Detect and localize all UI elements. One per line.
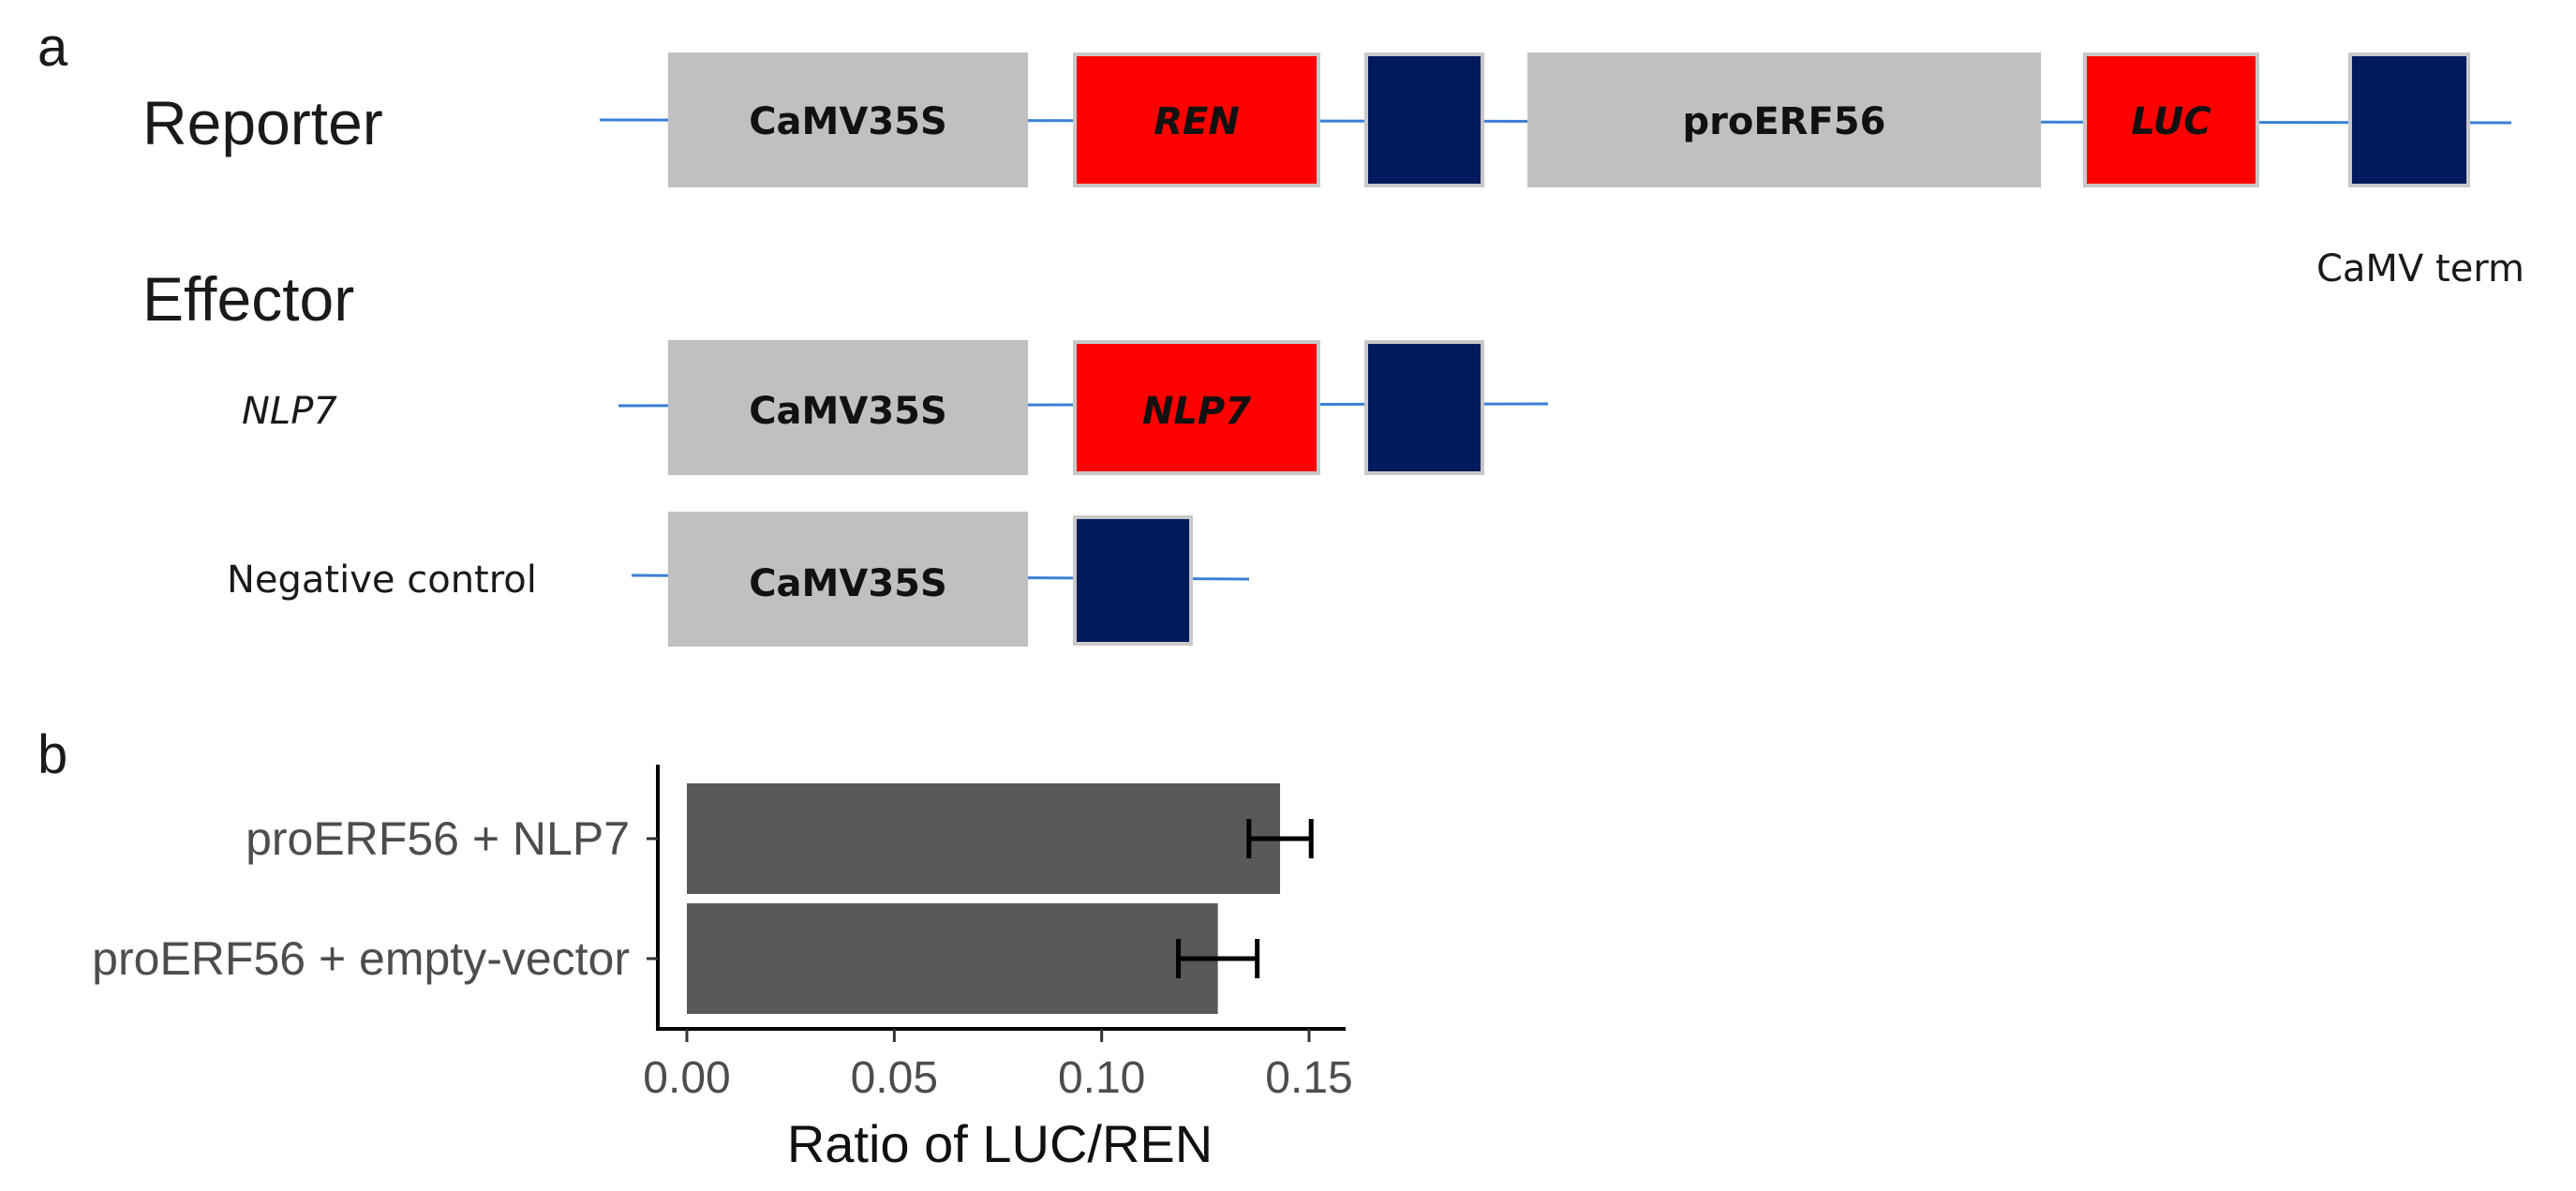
effector-constructs: Effector NLP7 CaMV35S NLP7 Negative cont… bbox=[142, 264, 1549, 647]
reporter-gene-ren bbox=[1073, 52, 1320, 187]
reporter-promoter-proerf56 bbox=[1527, 52, 2041, 187]
effector-title: Effector bbox=[142, 264, 354, 334]
panel-a: a Reporter CaMV35S REN proERF56 LUC CaMV… bbox=[37, 17, 2524, 647]
reporter-terminator-2 bbox=[2348, 52, 2470, 187]
terminator-caption: CaMV term bbox=[2316, 247, 2524, 290]
reporter-gene-luc-label: LUC bbox=[2131, 100, 2211, 143]
x-tick-label-0: 0.00 bbox=[643, 1053, 730, 1103]
effector-negative-terminator bbox=[1073, 515, 1193, 646]
bar-0 bbox=[687, 783, 1281, 894]
effector-negative-promoter-label: CaMV35S bbox=[749, 562, 947, 605]
reporter-promoter-camv35s bbox=[668, 52, 1028, 187]
x-tick-label-2: 0.10 bbox=[1058, 1053, 1145, 1103]
effector-nlp7-gene bbox=[1073, 340, 1320, 475]
effector-nlp7-promoter-label: CaMV35S bbox=[749, 390, 947, 433]
reporter-promoter-label: CaMV35S bbox=[749, 100, 947, 143]
panel-b: b Ratio of LUC/REN proERF56 + NLP7proERF… bbox=[37, 724, 1353, 1173]
y-tick-label-0: proERF56 + NLP7 bbox=[246, 812, 630, 865]
effector-nlp7-terminator bbox=[1364, 340, 1484, 475]
panel-b-letter: b bbox=[37, 724, 67, 785]
effector-negative-promoter bbox=[668, 512, 1028, 647]
chart-marks: proERF56 + NLP7 proERF56 + empty-vector 0.… bbox=[92, 783, 1353, 1103]
y-tick-label-1: proERF56 + empty-vector bbox=[92, 932, 630, 985]
x-axis-title: Ratio of LUC/REN bbox=[787, 1114, 1213, 1173]
reporter-construct: Reporter CaMV35S REN proERF56 LUC CaMV t… bbox=[142, 52, 2524, 290]
reporter-gene-ren-label: REN bbox=[1154, 100, 1240, 143]
effector-row-negative-control-label: Negative control bbox=[227, 558, 537, 602]
panel-a-letter: a bbox=[37, 17, 68, 78]
reporter-gene-luc bbox=[2083, 52, 2259, 187]
effector-row-nlp7-label: NLP7 bbox=[242, 390, 337, 433]
reporter-promoter-proerf56-label: proERF56 bbox=[1683, 100, 1886, 143]
effector-row-nlp7: NLP7 CaMV35S NLP7 bbox=[242, 340, 1549, 475]
effector-nlp7-promoter bbox=[668, 340, 1028, 475]
effector-row-negative-control: Negative control CaMV35S bbox=[227, 512, 1250, 647]
reporter-terminator-1 bbox=[1364, 52, 1484, 187]
effector-nlp7-gene-label: NLP7 bbox=[1142, 390, 1251, 433]
x-tick-label-3: 0.15 bbox=[1265, 1053, 1352, 1103]
bar-chart: Ratio of LUC/REN proERF56 + NLP7proERF56… bbox=[92, 765, 1353, 1173]
reporter-title: Reporter bbox=[142, 88, 383, 157]
x-tick-label-1: 0.05 bbox=[851, 1053, 938, 1103]
bar-1 bbox=[687, 903, 1218, 1014]
